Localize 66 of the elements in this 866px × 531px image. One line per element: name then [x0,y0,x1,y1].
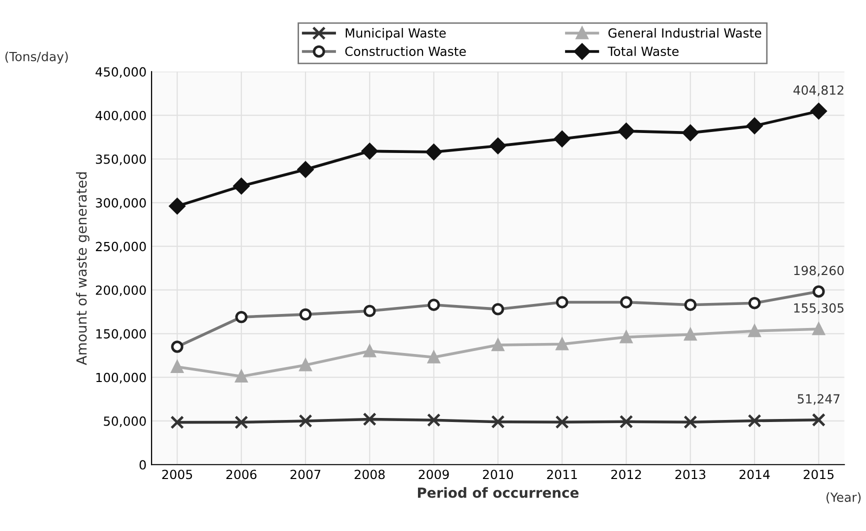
x-tick-label: 2012 [611,470,641,480]
y-tick-label: 50,000 [104,416,146,428]
point [171,360,184,373]
x-axis-title: Period of occurrence [418,487,579,498]
x-tick-label: 2013 [675,470,706,480]
point [297,161,314,178]
point [810,103,827,120]
y-tick-label: 200,000 [96,285,146,296]
point [169,198,186,214]
legend-label: General Industrial Waste [608,28,762,38]
point [426,144,442,160]
data-label: 198,260 [794,266,844,276]
y-tick-label: 350,000 [96,154,146,166]
legend-label: Municipal Waste [346,28,446,40]
point [684,328,697,341]
x-tick-label: 2008 [354,470,385,480]
x-tick-label: 2006 [226,470,256,480]
x-tick-label: 2011 [547,470,577,480]
point [620,331,632,344]
point [746,118,763,134]
legend-label: Construction Waste [345,46,466,56]
data-label: 51,247 [798,394,840,405]
x-tick-label: 2014 [740,470,770,480]
point [812,322,825,336]
legend-label: Total Waste [608,46,679,56]
y-tick-label: 300,000 [96,198,146,209]
y-tick-label: 400,000 [96,110,146,122]
x-tick-label: 2015 [804,470,834,480]
point [298,414,312,428]
point [618,122,634,140]
point [682,124,699,141]
point [684,415,698,429]
data-label: 404,812 [793,85,844,96]
x-tick-label: 2010 [482,470,514,480]
point [362,412,376,426]
point [235,370,248,383]
point [748,414,762,428]
point [748,324,761,338]
point [491,415,505,429]
point [234,415,248,430]
x-tick-label: 2009 [418,470,449,480]
x-tick-label: 2005 [162,470,192,480]
y-tick-label: 250,000 [96,242,146,253]
point [362,143,378,160]
point [554,130,570,148]
point [812,413,826,427]
y-axis-title: Amount of waste generated [76,172,90,366]
point [364,344,376,358]
point [428,351,440,364]
point [233,178,250,194]
point [555,415,569,429]
point [619,414,634,428]
x-tick-label: 2007 [290,470,320,480]
text: (Tons/day) [5,52,68,64]
y-tick-label: 450,000 [96,67,146,78]
point [426,413,441,427]
data-label: 155,305 [794,303,844,314]
point [492,338,504,352]
y-tick-label: 100,000 [96,372,146,384]
point [170,416,184,430]
y-tick-label: 150,000 [96,329,146,340]
point [556,338,568,350]
y-tick-label: 0 [140,460,146,470]
text: (Year) [826,492,861,504]
point [299,358,312,372]
point [490,138,506,154]
